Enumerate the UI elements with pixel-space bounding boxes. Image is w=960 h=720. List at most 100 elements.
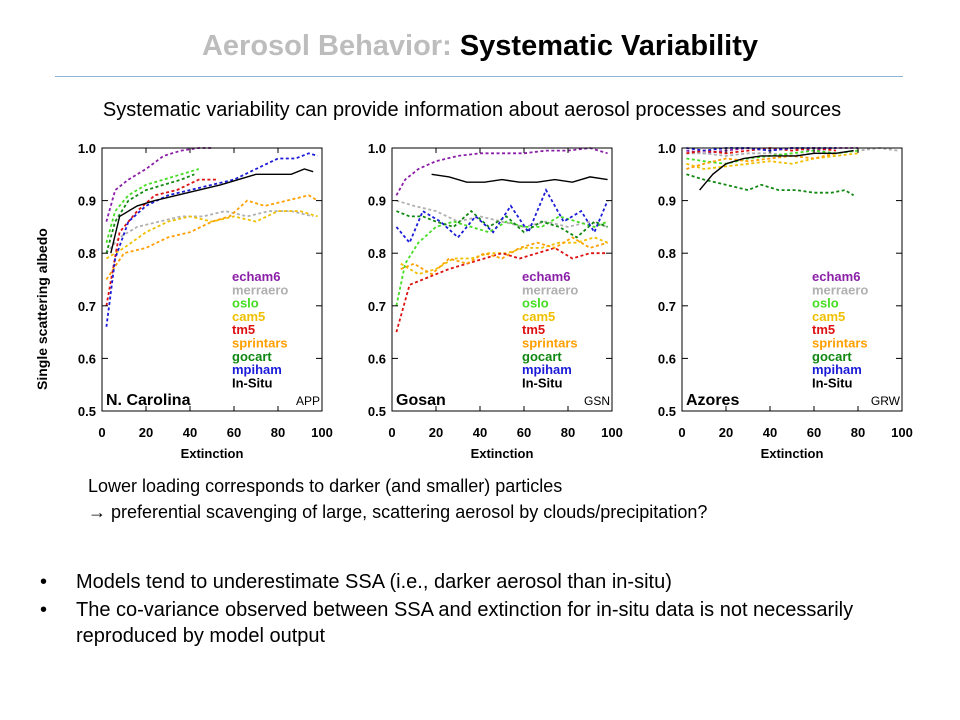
y-tick-label: 0.9 <box>368 194 386 209</box>
series-line-echam6 <box>105 147 212 222</box>
note-line-1: Lower loading corresponds to darker (and… <box>88 476 563 496</box>
chart-panel-gosan: 0 20 40 60 80 100 0.5 0.6 0.7 0.8 0.9 1.0 Extinction… <box>368 141 623 461</box>
legend-entry-gocart: gocart <box>812 349 852 364</box>
site-label: N. Carolina <box>106 392 191 409</box>
y-tick-label: 0.9 <box>78 194 96 209</box>
series-line-mpiham <box>105 152 318 327</box>
y-tick-label: 0.5 <box>368 404 386 419</box>
legend-entry-gocart: gocart <box>232 349 272 364</box>
legend-entry-sprintars: sprintars <box>522 336 578 351</box>
y-tick-label: 0.7 <box>368 299 386 314</box>
legend-entry-cam5: cam5 <box>812 309 845 324</box>
title-divider <box>55 76 903 77</box>
legend-entry-echam6: echam6 <box>522 269 570 284</box>
legend-entry-oslo: oslo <box>812 296 839 311</box>
legend-entry-tm5: tm5 <box>522 322 545 337</box>
series-line-in-situ <box>699 149 854 191</box>
bullet-marker: • <box>40 599 48 621</box>
bullet-item: • The co-variance observed between SSA a… <box>40 597 920 649</box>
series-line-cam5 <box>400 236 608 276</box>
x-tick-label: 0 <box>678 425 685 440</box>
series-line-oslo <box>105 168 200 243</box>
slide-subtitle: Systematic variability can provide infor… <box>102 99 842 121</box>
x-tick-label: 100 <box>311 425 333 440</box>
legend-entry-mpiham: mpiham <box>812 362 862 377</box>
legend-entry-mpiham: mpiham <box>522 362 572 377</box>
x-tick-label: 20 <box>139 425 153 440</box>
x-tick-label: 80 <box>851 425 865 440</box>
y-tick-label: 0.8 <box>658 246 676 261</box>
series-group <box>686 147 898 197</box>
series-line-tm5 <box>105 178 217 306</box>
site-code: GRW <box>871 394 901 408</box>
series-line-echam6 <box>686 147 858 155</box>
y-tick-label: 1.0 <box>658 141 676 156</box>
legend-entry-in-situ: In-Situ <box>812 375 852 390</box>
x-axis-label: Extinction <box>471 446 534 461</box>
x-tick-label: 20 <box>719 425 733 440</box>
y-tick-label: 1.0 <box>368 141 386 156</box>
series-group <box>395 147 609 333</box>
y-tick-label: 0.7 <box>658 299 676 314</box>
x-tick-label: 100 <box>601 425 623 440</box>
site-label: Gosan <box>396 392 446 409</box>
series-line-mpiham <box>686 147 836 152</box>
series-line-gocart <box>105 173 195 254</box>
x-tick-label: 80 <box>561 425 575 440</box>
bullet-marker: • <box>40 571 48 593</box>
series-line-sprintars <box>686 152 837 170</box>
legend-entry-sprintars: sprintars <box>812 336 868 351</box>
series-line-cam5 <box>105 210 318 260</box>
legend-entry-echam6: echam6 <box>812 269 860 284</box>
chart-panel-north-carolina: 0 20 40 60 80 100 0.5 0.6 0.7 0.8 0.9 1.0 Extinction… <box>78 141 333 461</box>
site-code: APP <box>296 394 320 408</box>
bullet-text: Models tend to underestimate SSA (i.e., … <box>76 571 672 593</box>
legend-entry-merraero: merraero <box>522 282 578 297</box>
x-tick-label: 0 <box>388 425 395 440</box>
series-line-echam6 <box>395 147 608 196</box>
bullet-item: • Models tend to underestimate SSA (i.e.… <box>40 569 920 595</box>
legend-entry-mpiham: mpiham <box>232 362 282 377</box>
legend-entry-tm5: tm5 <box>232 322 255 337</box>
x-tick-label: 80 <box>271 425 285 440</box>
x-tick-label: 60 <box>807 425 821 440</box>
note-line-2: → preferential scavenging of large, scat… <box>88 502 708 522</box>
y-tick-label: 0.6 <box>78 351 96 366</box>
bullet-list: • Models tend to underestimate SSA (i.e.… <box>40 569 920 651</box>
slide-title: Aerosol Behavior: Systematic Variability <box>0 30 960 63</box>
x-tick-label: 60 <box>517 425 531 440</box>
legend-entry-merraero: merraero <box>232 282 288 297</box>
chart-panel-azores: 0 20 40 60 80 100 0.5 0.6 0.7 0.8 0.9 1.0 Extinction… <box>658 141 913 461</box>
legend-entry-oslo: oslo <box>522 296 549 311</box>
x-axis-label: Extinction <box>761 446 824 461</box>
x-tick-label: 40 <box>183 425 197 440</box>
legend-entry-sprintars: sprintars <box>232 336 288 351</box>
x-tick-label: 40 <box>473 425 487 440</box>
x-axis-label: Extinction <box>181 446 244 461</box>
series-line-in-situ <box>431 173 608 183</box>
series-group <box>105 147 319 327</box>
y-tick-label: 0.9 <box>658 194 676 209</box>
x-tick-label: 40 <box>763 425 777 440</box>
series-line-sprintars <box>400 236 608 276</box>
plot-frame <box>681 147 903 412</box>
x-tick-label: 60 <box>227 425 241 440</box>
y-tick-label: 0.8 <box>368 246 386 261</box>
series-line-merraero <box>686 147 898 157</box>
y-axis-label: Single scattering albedo <box>34 228 50 390</box>
series-line-gocart <box>686 173 855 197</box>
legend-entry-tm5: tm5 <box>812 322 835 337</box>
series-line-gocart <box>396 209 608 239</box>
legend-entry-merraero: merraero <box>812 282 868 297</box>
plot-frame <box>391 147 613 412</box>
x-tick-label: 0 <box>98 425 105 440</box>
legend-entry-oslo: oslo <box>232 296 259 311</box>
y-tick-label: 0.5 <box>78 404 96 419</box>
site-label: Azores <box>686 392 739 409</box>
legend-entry-in-situ: In-Situ <box>522 375 562 390</box>
legend-entry-cam5: cam5 <box>232 309 265 324</box>
legend-entry-gocart: gocart <box>522 349 562 364</box>
y-tick-label: 1.0 <box>78 141 96 156</box>
y-tick-label: 0.6 <box>368 351 386 366</box>
series-line-merraero <box>396 199 608 228</box>
